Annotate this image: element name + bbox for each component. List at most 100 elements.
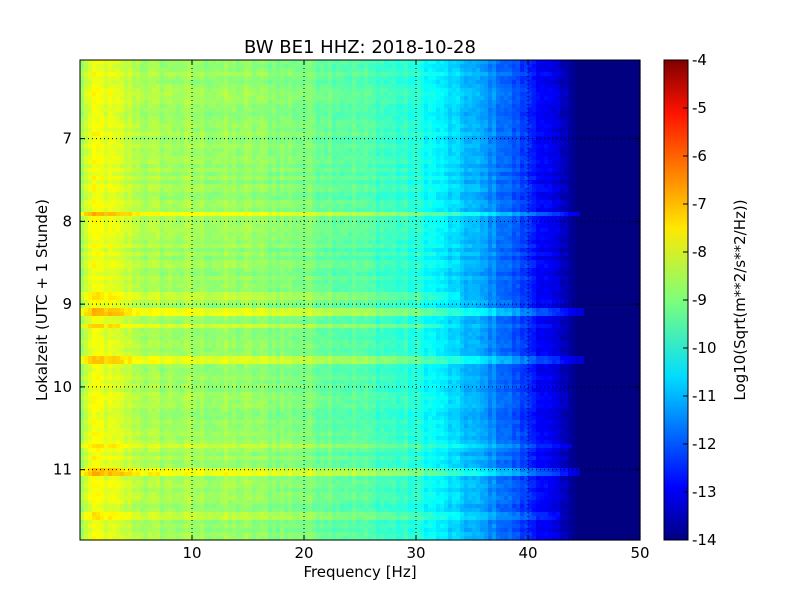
heatmap-cell: [224, 148, 229, 153]
heatmap-cell: [120, 80, 125, 85]
heatmap-cell: [420, 192, 425, 197]
heatmap-cell: [380, 88, 385, 93]
heatmap-cell: [188, 148, 193, 153]
heatmap-cell: [312, 160, 317, 165]
heatmap-cell: [576, 172, 581, 177]
heatmap-cell: [208, 60, 213, 65]
heatmap-cell: [240, 136, 245, 141]
heatmap-cell: [492, 92, 497, 97]
heatmap-cell: [572, 128, 577, 133]
heatmap-cell: [160, 128, 165, 133]
heatmap-cell: [432, 156, 437, 161]
heatmap-cell: [580, 80, 585, 85]
heatmap-cell: [576, 160, 581, 165]
heatmap-cell: [316, 112, 321, 117]
heatmap-cell: [508, 180, 513, 185]
heatmap-cell: [512, 80, 517, 85]
heatmap-cell: [288, 96, 293, 101]
heatmap-cell: [316, 132, 321, 137]
heatmap-cell: [332, 76, 337, 81]
heatmap-cell: [392, 140, 397, 145]
heatmap-cell: [308, 188, 313, 193]
heatmap-cell: [376, 172, 381, 177]
heatmap-cell: [360, 124, 365, 129]
heatmap-cell: [588, 84, 593, 89]
heatmap-cell: [600, 160, 605, 165]
heatmap-cell: [264, 60, 269, 65]
heatmap-cell: [492, 180, 497, 185]
heatmap-cell: [628, 88, 633, 93]
heatmap-cell: [216, 136, 221, 141]
heatmap-cell: [284, 200, 289, 205]
heatmap-cell: [588, 176, 593, 181]
heatmap-cell: [356, 104, 361, 109]
heatmap-cell: [308, 124, 313, 129]
heatmap-cell: [328, 168, 333, 173]
heatmap-cell: [464, 156, 469, 161]
heatmap-cell: [624, 104, 629, 109]
heatmap-cell: [204, 156, 209, 161]
heatmap-cell: [332, 128, 337, 133]
heatmap-cell: [124, 76, 129, 81]
heatmap-cell: [272, 64, 277, 69]
heatmap-cell: [196, 60, 201, 65]
heatmap-cell: [620, 84, 625, 89]
heatmap-cell: [524, 104, 529, 109]
heatmap-cell: [196, 96, 201, 101]
heatmap-cell: [460, 196, 465, 201]
heatmap-cell: [280, 168, 285, 173]
heatmap-cell: [596, 192, 601, 197]
heatmap-cell: [376, 112, 381, 117]
heatmap-cell: [608, 180, 613, 185]
heatmap-cell: [216, 188, 221, 193]
heatmap-cell: [156, 192, 161, 197]
heatmap-cell: [140, 192, 145, 197]
heatmap-cell: [364, 68, 369, 73]
heatmap-cell: [184, 100, 189, 105]
heatmap-cell: [520, 128, 525, 133]
heatmap-cell: [172, 184, 177, 189]
heatmap-cell: [588, 184, 593, 189]
heatmap-cell: [580, 172, 585, 177]
heatmap-cell: [600, 64, 605, 69]
heatmap-cell: [356, 84, 361, 89]
heatmap-cell: [160, 164, 165, 169]
heatmap-cell: [252, 200, 257, 205]
heatmap-cell: [472, 140, 477, 145]
heatmap-cell: [588, 188, 593, 193]
heatmap-cell: [172, 172, 177, 177]
heatmap-cell: [156, 128, 161, 133]
heatmap-cell: [80, 120, 85, 125]
heatmap-cell: [576, 140, 581, 145]
heatmap-cell: [180, 144, 185, 149]
heatmap-cell: [488, 108, 493, 113]
heatmap-cell: [524, 124, 529, 129]
heatmap-cell: [252, 148, 257, 153]
heatmap-cell: [332, 132, 337, 137]
heatmap-cell: [520, 64, 525, 69]
heatmap-cell: [612, 64, 617, 69]
heatmap-cell: [396, 184, 401, 189]
heatmap-cell: [304, 176, 309, 181]
heatmap-cell: [96, 160, 101, 165]
heatmap-cell: [164, 128, 169, 133]
heatmap-cell: [468, 72, 473, 77]
heatmap-cell: [232, 100, 237, 105]
heatmap-cell: [88, 184, 93, 189]
heatmap-cell: [416, 164, 421, 169]
heatmap-cell: [456, 176, 461, 181]
heatmap-cell: [424, 88, 429, 93]
heatmap-cell: [616, 196, 621, 201]
heatmap-cell: [488, 192, 493, 197]
heatmap-cell: [272, 116, 277, 121]
heatmap-cell: [344, 200, 349, 205]
heatmap-cell: [560, 104, 565, 109]
heatmap-cell: [100, 172, 105, 177]
heatmap-cell: [216, 168, 221, 173]
heatmap-cell: [164, 72, 169, 77]
heatmap-cell: [328, 136, 333, 141]
heatmap-cell: [148, 188, 153, 193]
heatmap-cell: [340, 200, 345, 205]
heatmap-cell: [464, 60, 469, 65]
heatmap-cell: [284, 152, 289, 157]
